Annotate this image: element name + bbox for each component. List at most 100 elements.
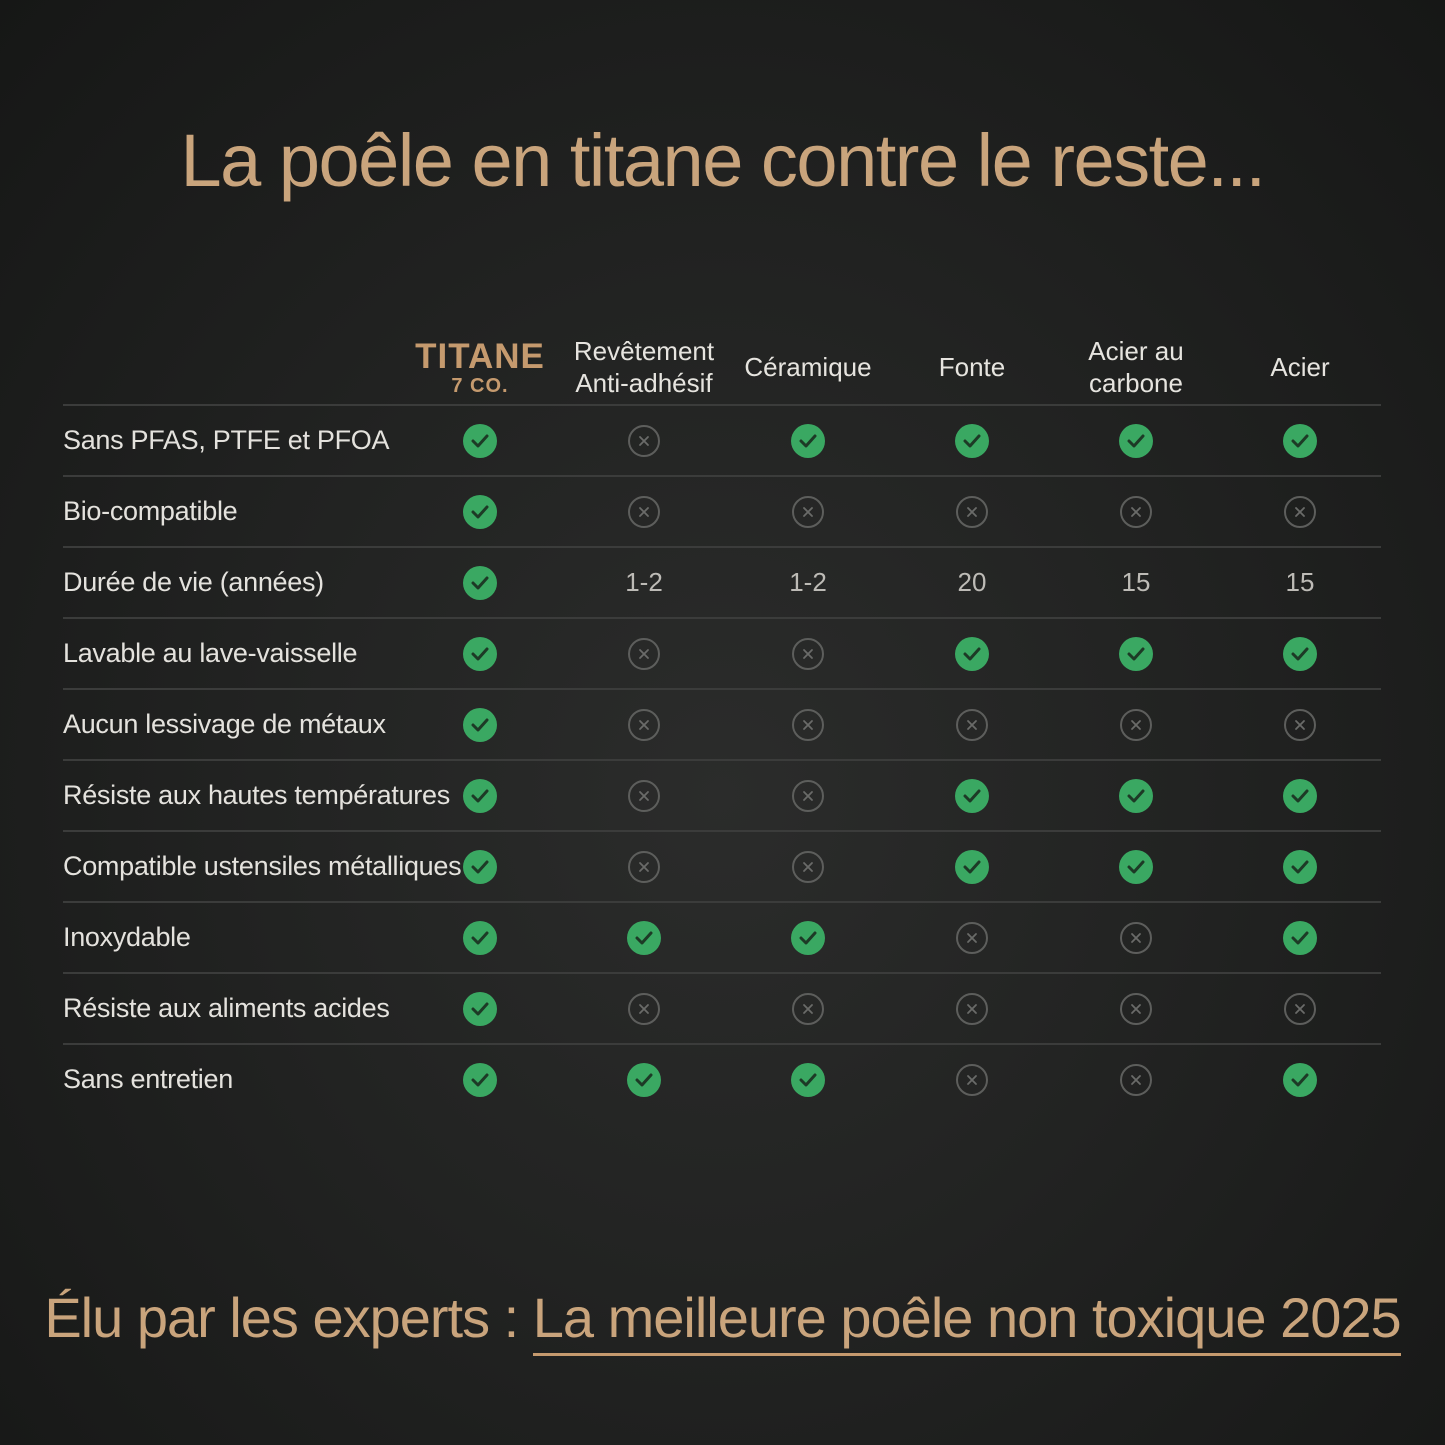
check-icon bbox=[463, 1062, 497, 1097]
table-cell bbox=[1218, 477, 1382, 546]
table-cell bbox=[562, 974, 726, 1043]
page-title: La poêle en titane contre le reste... bbox=[180, 119, 1266, 202]
table-cell bbox=[1218, 974, 1382, 1043]
table-cell bbox=[562, 406, 726, 475]
table-cell bbox=[398, 477, 562, 546]
column-header: Fonte bbox=[938, 352, 1006, 382]
column-header: Revêtement Anti-adhésif bbox=[573, 336, 715, 398]
check-icon bbox=[1119, 849, 1153, 884]
check-icon bbox=[955, 849, 989, 884]
footer-highlight: La meilleure poêle non toxique 2025 bbox=[532, 1286, 1402, 1356]
footer-prefix: Élu par les experts : bbox=[44, 1286, 533, 1349]
row-label: Sans entretien bbox=[63, 1064, 233, 1094]
brand-name: TITANE bbox=[415, 336, 545, 376]
cross-icon bbox=[1284, 708, 1316, 741]
cross-icon bbox=[956, 921, 988, 954]
check-icon bbox=[1283, 920, 1317, 955]
table-cell bbox=[726, 690, 890, 759]
row-label: Compatible ustensiles métalliques bbox=[63, 851, 462, 881]
check-icon bbox=[1119, 423, 1153, 458]
table-cell bbox=[398, 1045, 562, 1114]
table-cell bbox=[562, 1045, 726, 1114]
cross-icon bbox=[956, 708, 988, 741]
table-cell: 1-2 bbox=[562, 548, 726, 617]
check-icon bbox=[955, 778, 989, 813]
cross-icon bbox=[1120, 708, 1152, 741]
row-label: Durée de vie (années) bbox=[63, 567, 324, 597]
cross-icon bbox=[628, 424, 660, 457]
table-row: Compatible ustensiles métalliques bbox=[63, 830, 1381, 901]
check-icon bbox=[627, 1062, 661, 1097]
cross-icon bbox=[628, 992, 660, 1025]
table-cell bbox=[1218, 406, 1382, 475]
table-cell bbox=[1218, 832, 1382, 901]
table-cell bbox=[890, 477, 1054, 546]
cross-icon bbox=[792, 850, 824, 883]
table-cell bbox=[726, 477, 890, 546]
table-cell bbox=[398, 832, 562, 901]
table-cell: 15 bbox=[1054, 548, 1218, 617]
cross-icon bbox=[792, 495, 824, 528]
check-icon bbox=[463, 778, 497, 813]
footer-tagline: Élu par les experts : La meilleure poêle… bbox=[0, 1285, 1445, 1356]
check-icon bbox=[463, 494, 497, 529]
table-cell bbox=[726, 761, 890, 830]
table-cell bbox=[398, 903, 562, 972]
check-icon bbox=[791, 423, 825, 458]
check-icon bbox=[1283, 849, 1317, 884]
cross-icon bbox=[1120, 921, 1152, 954]
table-cell: 1-2 bbox=[726, 548, 890, 617]
table-row: Inoxydable bbox=[63, 901, 1381, 972]
check-icon bbox=[1283, 423, 1317, 458]
table-cell bbox=[562, 619, 726, 688]
table-cell bbox=[1054, 690, 1218, 759]
cross-icon bbox=[792, 992, 824, 1025]
table-row: Sans PFAS, PTFE et PFOA bbox=[63, 404, 1381, 475]
row-label: Résiste aux hautes températures bbox=[63, 780, 450, 810]
table-cell bbox=[1054, 832, 1218, 901]
comparison-table: TITANE 7 CO. Revêtement Anti-adhésif Céra… bbox=[63, 330, 1381, 1114]
column-header: Céramique bbox=[744, 352, 872, 382]
cross-icon bbox=[1120, 1063, 1152, 1096]
cell-value: 20 bbox=[957, 567, 987, 597]
check-icon bbox=[1283, 636, 1317, 671]
cross-icon bbox=[792, 637, 824, 670]
cell-value: 15 bbox=[1121, 567, 1151, 597]
table-cell bbox=[398, 761, 562, 830]
table-cell bbox=[1054, 761, 1218, 830]
row-label: Bio-compatible bbox=[63, 496, 238, 526]
row-label: Résiste aux aliments acides bbox=[63, 993, 390, 1023]
row-label: Sans PFAS, PTFE et PFOA bbox=[63, 425, 390, 455]
table-cell bbox=[1054, 619, 1218, 688]
brand-logo: TITANE 7 CO. bbox=[415, 339, 545, 396]
table-cell bbox=[726, 406, 890, 475]
brand-sub: 7 CO. bbox=[451, 374, 509, 397]
check-icon bbox=[791, 920, 825, 955]
cross-icon bbox=[628, 779, 660, 812]
cross-icon bbox=[1120, 992, 1152, 1025]
cross-icon bbox=[628, 637, 660, 670]
table-cell bbox=[890, 690, 1054, 759]
table-cell bbox=[890, 903, 1054, 972]
table-cell bbox=[1218, 619, 1382, 688]
table-cell bbox=[890, 974, 1054, 1043]
cross-icon bbox=[1284, 992, 1316, 1025]
table-cell bbox=[726, 1045, 890, 1114]
cross-icon bbox=[1284, 495, 1316, 528]
check-icon bbox=[463, 636, 497, 671]
table-cell bbox=[398, 406, 562, 475]
cell-value: 1-2 bbox=[625, 567, 663, 597]
check-icon bbox=[463, 920, 497, 955]
brand-column-header: TITANE 7 CO. bbox=[398, 330, 562, 404]
row-label: Aucun lessivage de métaux bbox=[63, 709, 386, 739]
table-row: Aucun lessivage de métaux bbox=[63, 688, 1381, 759]
table-cell bbox=[398, 974, 562, 1043]
table-row: Sans entretien bbox=[63, 1043, 1381, 1114]
table-cell bbox=[562, 903, 726, 972]
table-cell bbox=[1054, 406, 1218, 475]
table-row: Bio-compatible bbox=[63, 475, 1381, 546]
check-icon bbox=[463, 707, 497, 742]
column-header: Acier au carbone bbox=[1088, 336, 1184, 398]
table-cell: 15 bbox=[1218, 548, 1382, 617]
table-cell bbox=[726, 832, 890, 901]
